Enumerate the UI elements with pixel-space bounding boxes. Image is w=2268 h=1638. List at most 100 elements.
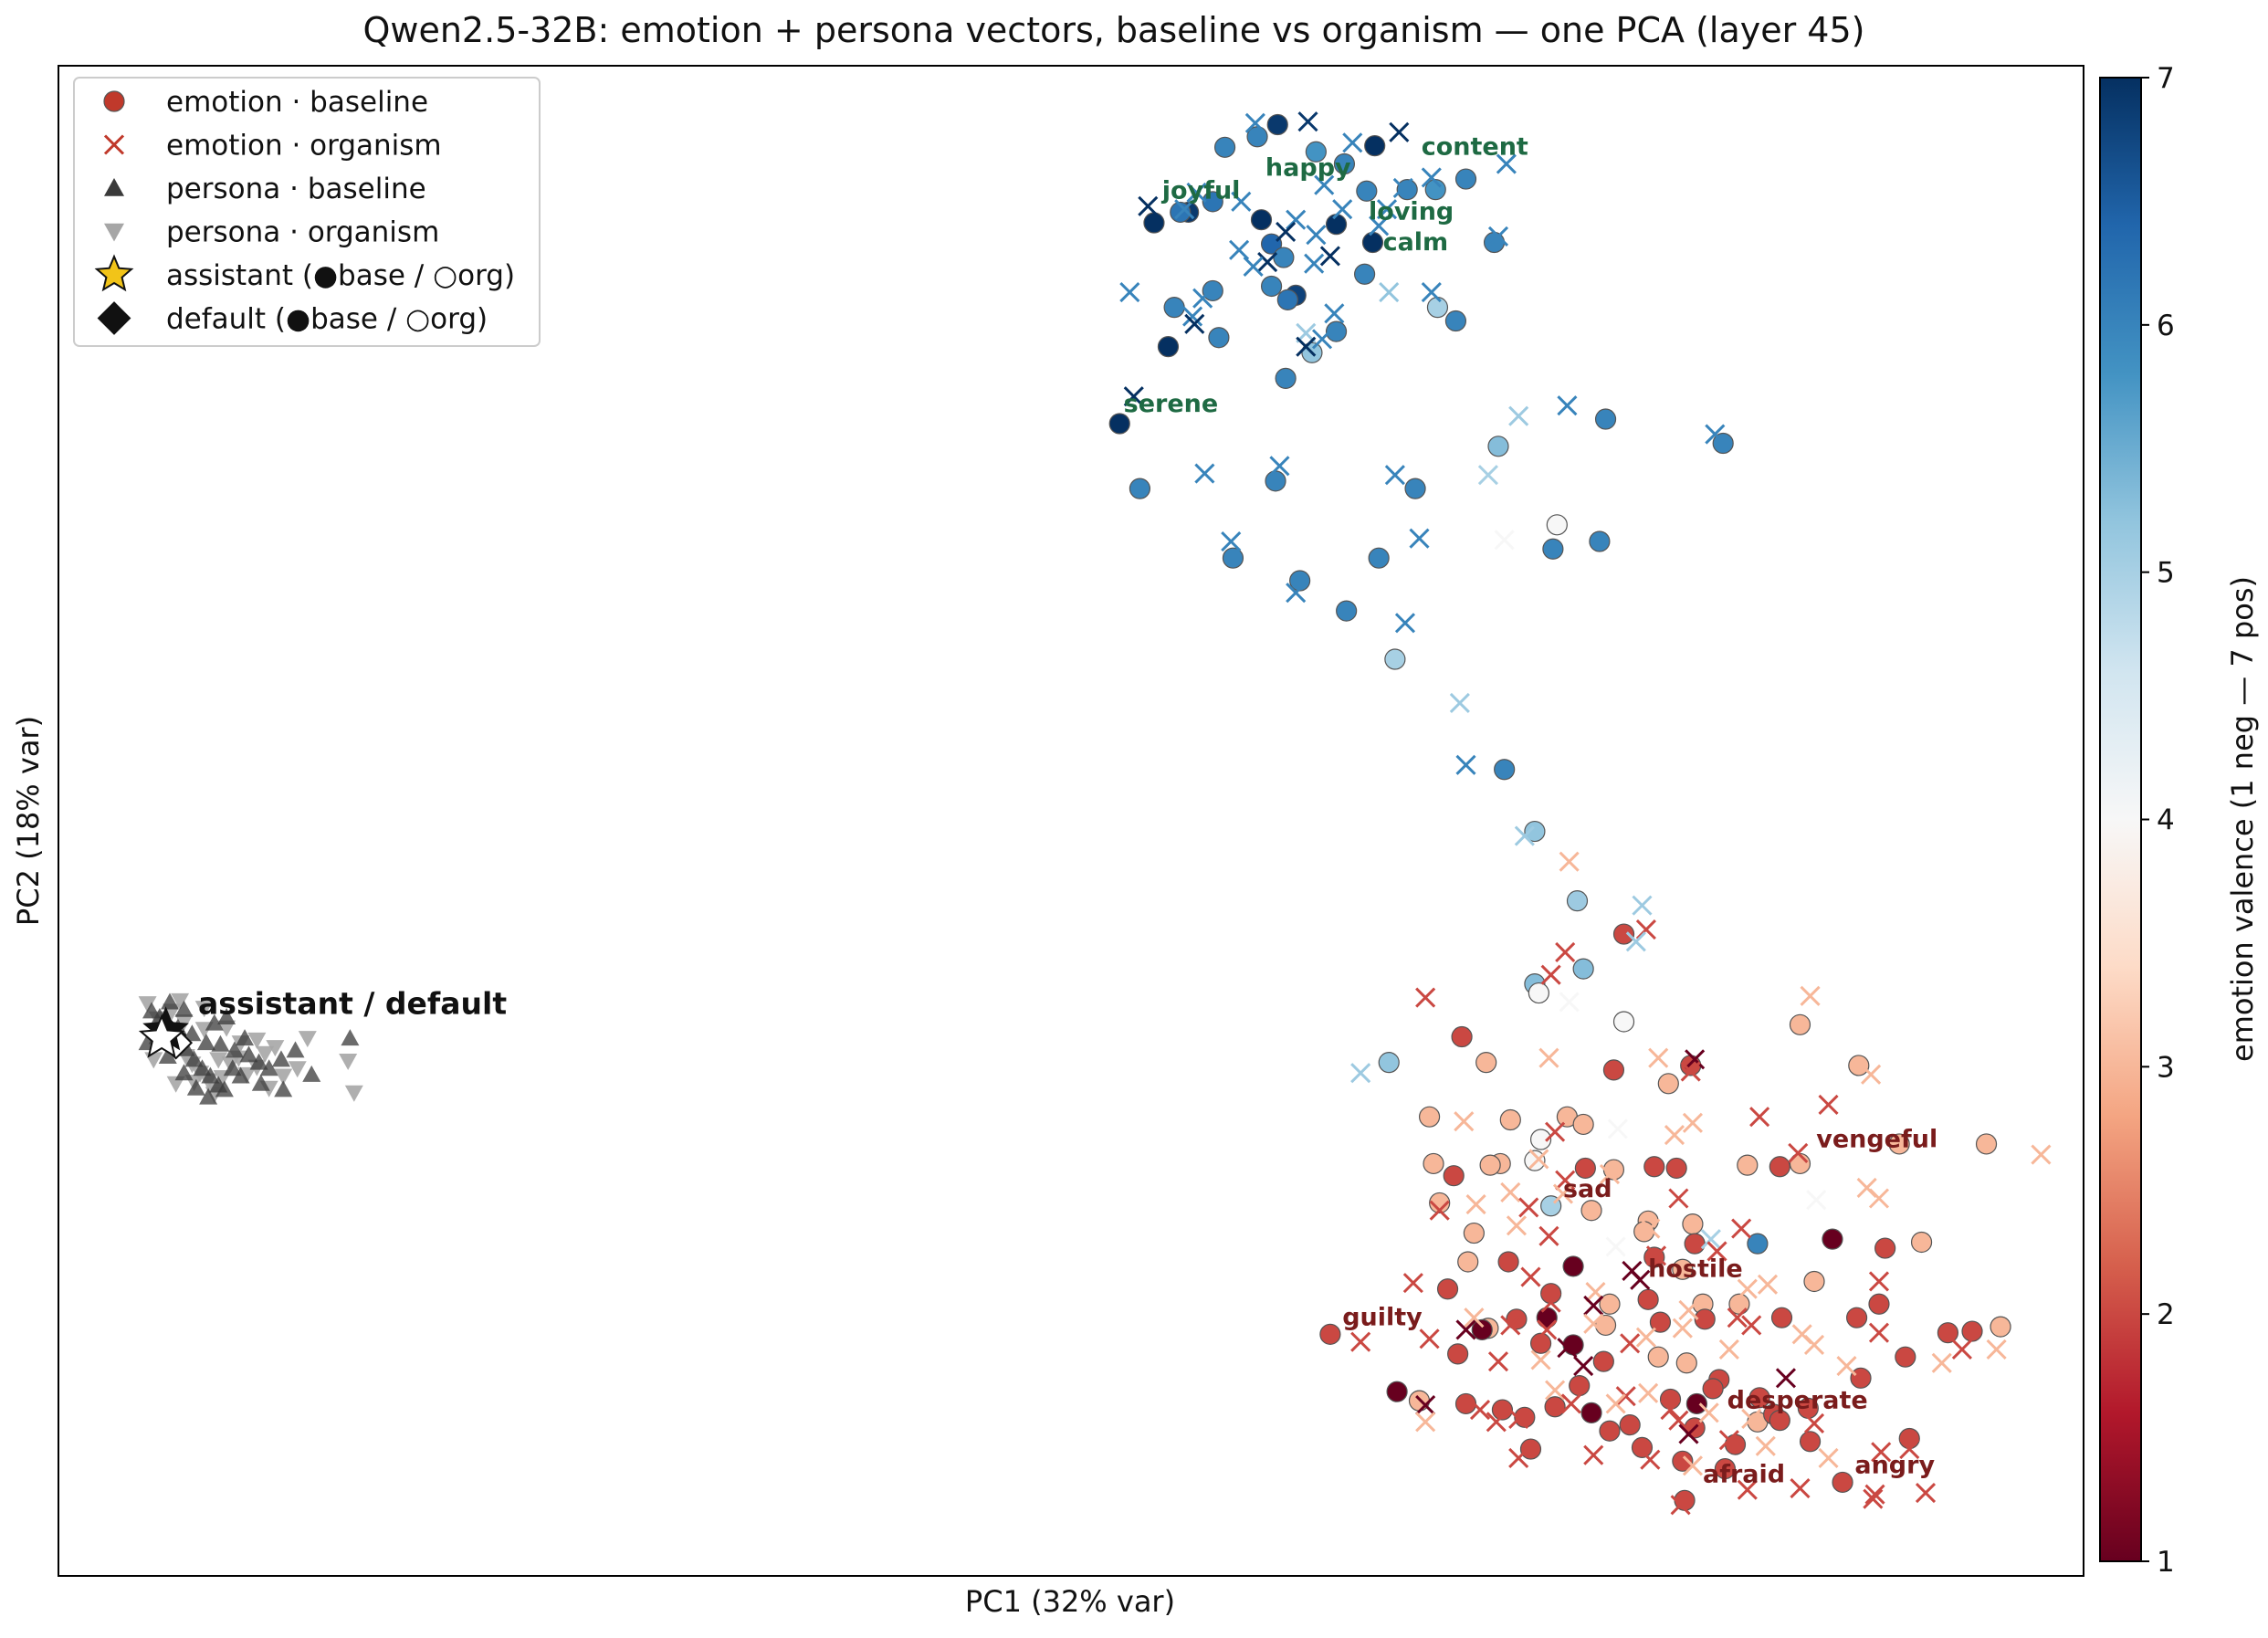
- emotion-baseline-point: [1874, 1237, 1896, 1259]
- persona-baseline-point: [142, 1002, 162, 1019]
- emotion-organism-point: [1487, 1351, 1509, 1372]
- persona-baseline-point: [215, 1080, 234, 1097]
- emotion-baseline-point: [1143, 212, 1165, 234]
- emotion-baseline-point: [1265, 470, 1286, 492]
- emotion-baseline-point: [1675, 1352, 1697, 1374]
- emotion-baseline-point: [1672, 1258, 1694, 1280]
- emotion-organism-point: [1871, 1442, 1892, 1463]
- emotion-organism-point: [1186, 182, 1207, 203]
- emotion-baseline-point: [1589, 530, 1611, 552]
- emotion-organism-point: [1803, 1412, 1825, 1434]
- emotion-baseline-point: [1319, 1323, 1341, 1345]
- emotion-organism-point: [1705, 424, 1726, 445]
- persona-organism-point: [344, 1085, 363, 1102]
- annotation-label: desperate: [1727, 1386, 1868, 1414]
- emotion-organism-point: [1607, 1118, 1628, 1139]
- emotion-organism-point: [1557, 395, 1578, 416]
- emotion-baseline-point: [1599, 1420, 1621, 1442]
- emotion-organism-point: [1700, 1229, 1721, 1250]
- persona-baseline-point: [271, 1050, 290, 1067]
- emotion-baseline-point: [1685, 1392, 1707, 1415]
- emotion-organism-point: [1538, 1225, 1559, 1246]
- emotion-baseline-point: [1444, 310, 1467, 332]
- legend-entry-label: persona · organism: [166, 216, 439, 249]
- persona-baseline-point: [186, 1078, 205, 1096]
- persona-baseline-point: [184, 1050, 204, 1067]
- persona-organism-point: [138, 996, 157, 1013]
- emotion-organism-point: [1915, 1482, 1937, 1504]
- persona-baseline-point: [239, 1045, 258, 1063]
- emotion-organism-point: [1632, 895, 1653, 916]
- annotation-label: serene: [1124, 390, 1219, 418]
- emotion-baseline-point: [1384, 648, 1406, 670]
- emotion-organism-point: [1863, 1488, 1884, 1509]
- emotion-organism-point: [1350, 1063, 1371, 1084]
- persona-organism-point: [339, 1053, 358, 1070]
- emotion-baseline-point: [1108, 413, 1130, 435]
- persona-organism-point: [174, 1013, 194, 1031]
- emotion-baseline-point: [1157, 336, 1180, 358]
- persona-organism-point: [209, 1052, 228, 1069]
- persona-organism-point: [217, 1020, 236, 1037]
- emotion-organism-point: [1664, 1124, 1685, 1146]
- persona-organism-point: [298, 1031, 317, 1048]
- emotion-baseline-point: [1361, 231, 1384, 254]
- emotion-organism-point: [1500, 1181, 1521, 1202]
- emotion-baseline-point: [1574, 1157, 1596, 1180]
- emotion-organism-point: [1545, 1121, 1566, 1142]
- annotation-label: joyful: [1161, 177, 1241, 205]
- emotion-organism-point: [1668, 1410, 1689, 1431]
- emotion-baseline-point: [1471, 1318, 1493, 1340]
- emotion-baseline-point: [1424, 179, 1446, 201]
- emotion-organism-point: [1494, 530, 1515, 551]
- emotion-organism-point: [1138, 195, 1159, 216]
- emotion-baseline-point: [1202, 191, 1223, 213]
- persona-baseline-point: [249, 1053, 268, 1070]
- emotion-baseline-point: [1665, 1157, 1687, 1180]
- emotion-organism-point: [1379, 282, 1400, 303]
- legend-triangle-up-icon: [104, 178, 124, 196]
- emotion-baseline-point: [1822, 1228, 1843, 1250]
- emotion-baseline-point: [1619, 1413, 1641, 1436]
- emotion-organism-point: [1818, 1094, 1839, 1116]
- emotion-baseline-point: [1975, 1133, 1998, 1155]
- emotion-baseline-point: [1463, 1222, 1485, 1244]
- emotion-organism-point: [1583, 1444, 1604, 1465]
- emotion-organism-point: [1514, 825, 1535, 846]
- annotation-label: calm: [1383, 228, 1449, 257]
- legend: emotion · baseline emotion · organism pers…: [73, 77, 541, 347]
- colorbar-tick-label: 5: [2157, 557, 2175, 590]
- emotion-organism-point: [1645, 1245, 1667, 1266]
- emotion-organism-point: [1409, 528, 1430, 549]
- emotion-baseline-point: [1364, 135, 1386, 157]
- emotion-organism-point: [1806, 1190, 1827, 1211]
- annotation-label: afraid: [1703, 1460, 1785, 1488]
- emotion-organism-point: [1528, 1149, 1549, 1170]
- emotion-baseline-point: [1592, 1350, 1614, 1372]
- emotion-baseline-point: [1499, 1108, 1521, 1131]
- emotion-baseline-point: [1479, 1154, 1501, 1176]
- emotion-baseline-point: [1580, 1402, 1602, 1423]
- emotion-organism-point: [1394, 613, 1416, 634]
- emotion-organism-point: [1332, 199, 1353, 220]
- emotion-organism-point: [1174, 199, 1195, 220]
- scatter-marks: [138, 111, 2052, 1516]
- emotion-organism-point: [1757, 1274, 1779, 1295]
- emotion-organism-point: [1421, 167, 1442, 188]
- persona-baseline-point: [201, 1066, 220, 1084]
- persona-organism-point: [194, 1001, 214, 1018]
- emotion-baseline-point: [1599, 1293, 1621, 1315]
- emotion-baseline-point: [1637, 1288, 1659, 1310]
- emotion-organism-point: [1389, 121, 1410, 142]
- emotion-organism-point: [1464, 1307, 1485, 1328]
- emotion-organism-point: [1306, 225, 1327, 246]
- annotation-label: guilty: [1342, 1303, 1423, 1331]
- emotion-organism-point: [1559, 851, 1580, 872]
- emotion-baseline-point: [1572, 958, 1594, 980]
- emotion-organism-point: [1123, 386, 1144, 407]
- emotion-organism-point: [1540, 964, 1561, 985]
- emotion-organism-point: [1342, 132, 1363, 153]
- legend-entry-label: emotion · organism: [166, 130, 442, 163]
- emotion-baseline-point: [1497, 1251, 1519, 1273]
- annotation-label: content: [1422, 133, 1528, 162]
